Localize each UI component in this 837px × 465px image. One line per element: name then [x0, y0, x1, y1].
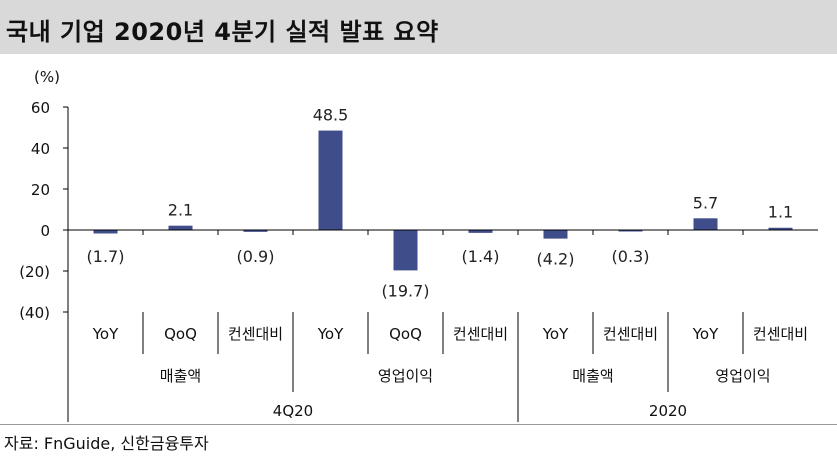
bar	[768, 227, 793, 230]
bar-chart: (%) 60 40 20 0 (20) (40) (1.7) 2.1 (0.9) 48.5 (19.7…	[19, 68, 818, 422]
title-bar: 국내 기업 2020년 4분기 실적 발표 요약	[0, 0, 837, 54]
category-label: 컨센대비	[228, 325, 283, 343]
bar	[468, 230, 493, 233]
data-label: (1.4)	[462, 247, 500, 266]
category-label: YoY	[92, 325, 119, 343]
source-note: 자료: FnGuide, 신한금융투자	[4, 434, 209, 453]
y-axis-unit: (%)	[34, 68, 60, 86]
data-label: 48.5	[313, 106, 349, 125]
chart-title: 국내 기업 2020년 4분기 실적 발표 요약	[6, 18, 439, 46]
category-label: QoQ	[389, 325, 422, 343]
data-label: (19.7)	[381, 281, 429, 300]
category-label: YoY	[317, 325, 344, 343]
y-tick-label: (20)	[19, 263, 50, 281]
data-label: 5.7	[693, 193, 718, 212]
bar	[243, 230, 268, 232]
category-label: 컨센대비	[753, 325, 808, 343]
period-label: 2020	[649, 402, 687, 420]
group-label: 영업이익	[715, 367, 770, 385]
data-label: (0.9)	[237, 247, 275, 266]
period-label: 4Q20	[273, 402, 313, 420]
data-label: (4.2)	[537, 250, 575, 269]
y-tick-label: 60	[31, 99, 50, 117]
group-label: 매출액	[572, 367, 613, 385]
source-divider	[0, 424, 837, 425]
category-label: 컨센대비	[603, 325, 658, 343]
y-tick-label: 0	[40, 222, 50, 240]
category-label: QoQ	[164, 325, 197, 343]
bar	[93, 230, 118, 234]
category-label: 컨센대비	[453, 325, 508, 343]
group-label: 영업이익	[378, 367, 433, 385]
data-label: 1.1	[768, 203, 793, 222]
group-label: 매출액	[160, 367, 201, 385]
bar	[168, 225, 193, 230]
y-tick-label: (40)	[19, 304, 50, 322]
bar	[543, 230, 568, 239]
bar	[318, 130, 343, 230]
bar	[618, 230, 643, 232]
data-label: (0.3)	[612, 247, 650, 266]
bar	[693, 218, 718, 230]
y-tick-label: 40	[31, 140, 50, 158]
category-label: YoY	[542, 325, 569, 343]
bar	[393, 230, 418, 271]
data-label: (1.7)	[87, 247, 125, 266]
y-tick-label: 20	[31, 181, 50, 199]
category-label: YoY	[692, 325, 719, 343]
data-label: 2.1	[168, 201, 193, 220]
